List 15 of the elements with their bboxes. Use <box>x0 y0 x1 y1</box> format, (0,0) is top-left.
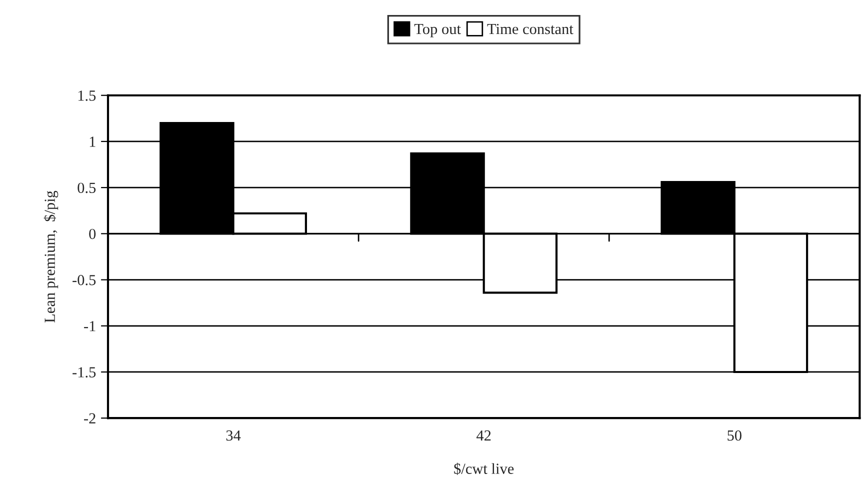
x-tick-label: 50 <box>728 430 742 441</box>
y-tick-label: 1 <box>90 136 96 147</box>
legend-label: Top out <box>414 24 461 38</box>
legend-label: Time constant <box>487 24 574 34</box>
y-tick-label: 0 <box>89 228 96 240</box>
y-tick-label: -0.5 <box>72 274 96 286</box>
x-tick-label: 34 <box>226 430 241 441</box>
y-axis-title: Lean premium, $/pig <box>44 190 58 322</box>
y-tick-label: -2 <box>84 413 96 424</box>
x-axis-title: $/cwt live <box>454 462 514 475</box>
x-tick-label: 42 <box>476 430 491 440</box>
y-tick-label: 0.5 <box>78 182 96 194</box>
y-tick-label: 1.5 <box>78 90 96 101</box>
y-tick-label: -1.5 <box>72 367 96 378</box>
y-tick-label: -1 <box>84 321 96 332</box>
